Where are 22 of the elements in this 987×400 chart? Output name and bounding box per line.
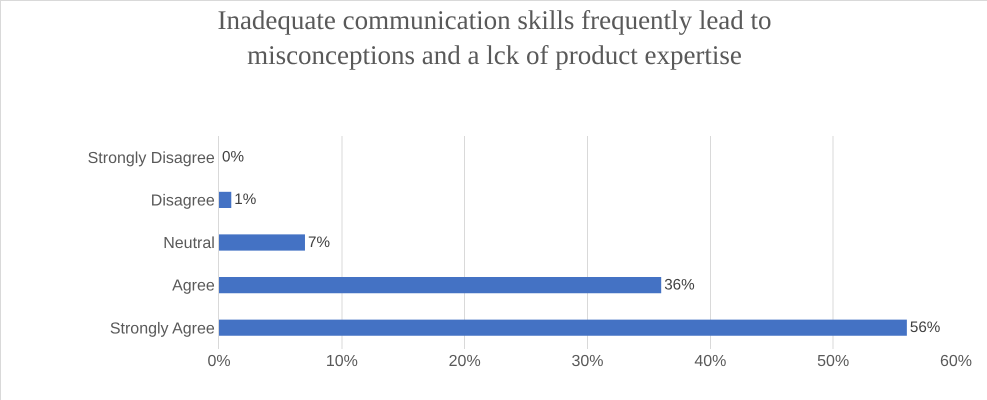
- x-tick-label: 10%: [326, 353, 358, 370]
- y-tick-label: Strongly Agree: [110, 320, 215, 338]
- data-label: 7%: [308, 234, 330, 251]
- x-tick-label: 30%: [571, 353, 604, 370]
- x-tick-label: 0%: [207, 353, 231, 370]
- data-label: 0%: [222, 148, 244, 166]
- x-tick-label: 50%: [817, 353, 850, 370]
- x-tick-label: 60%: [940, 353, 972, 370]
- data-label: 56%: [910, 318, 940, 336]
- y-tick-label: Agree: [172, 278, 215, 295]
- bar: [219, 192, 232, 208]
- data-label: 1%: [234, 191, 256, 208]
- x-tick-label: 40%: [694, 353, 726, 370]
- bar: [219, 277, 662, 294]
- bar: [219, 234, 305, 251]
- y-tick-label: Neutral: [163, 235, 215, 252]
- y-tick-label: Strongly Disagree: [88, 150, 215, 167]
- y-tick-label: Disagree: [150, 192, 215, 210]
- chart-title: Inadequate communication skills frequently lead to misconceptions and a lck of product expertise: [217, 5, 772, 70]
- x-tick-label: 20%: [448, 353, 481, 370]
- data-label: 36%: [664, 276, 695, 294]
- bar: [219, 320, 907, 336]
